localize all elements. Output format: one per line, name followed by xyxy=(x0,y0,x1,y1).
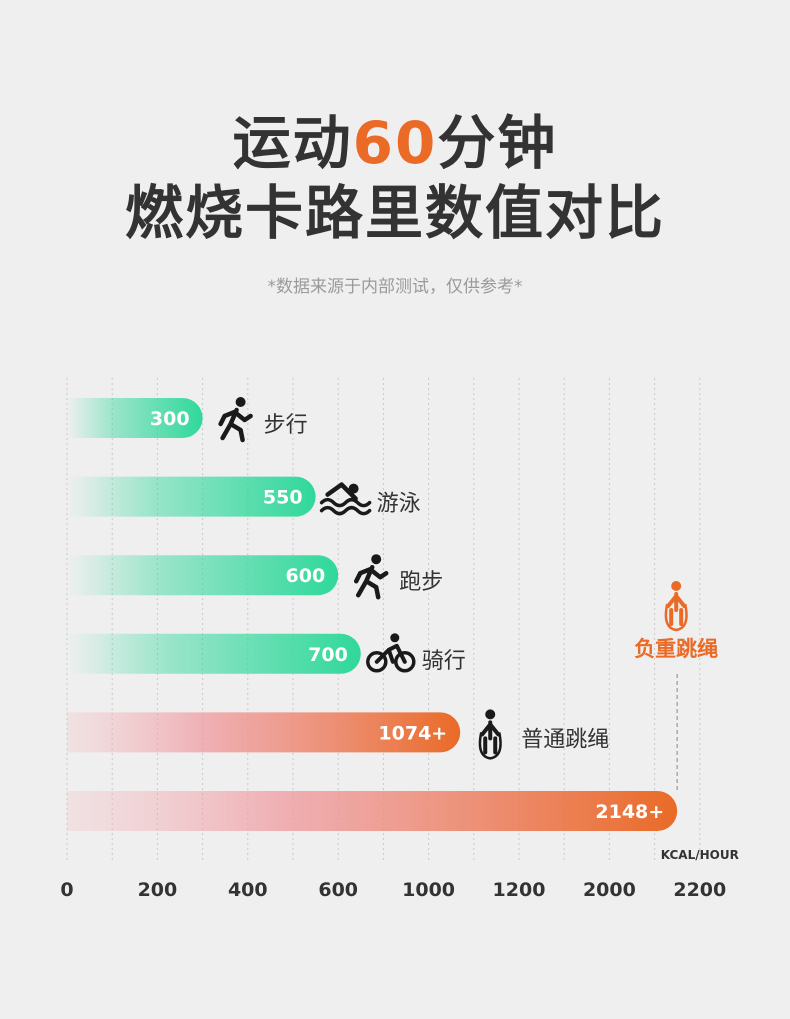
walking-icon xyxy=(218,397,253,443)
x-tick-label: 1000 xyxy=(402,879,455,901)
icon-frame xyxy=(374,643,407,664)
icon-rope xyxy=(664,603,688,632)
bar xyxy=(67,791,678,831)
unit-label: KCAL/HOUR xyxy=(661,848,739,862)
swimming-icon xyxy=(319,482,372,516)
running-icon xyxy=(353,554,389,600)
title-highlight-60: 60 xyxy=(352,109,438,177)
icon-wave xyxy=(319,505,372,516)
page-title-line2: 燃烧卡路里数值对比 xyxy=(124,179,665,247)
page-title-line1: 运动60分钟 xyxy=(0,108,790,178)
icon-body xyxy=(480,720,501,755)
title-part-exercise: 运动 xyxy=(232,109,353,177)
icon-wheel xyxy=(394,651,416,673)
bar xyxy=(67,712,461,753)
bar-category-label: 步行 xyxy=(264,413,308,438)
calorie-bar-chart: 300 步行 550 游泳 600 跑步 700 骑行 1074+ 普通跳绳 2148+ 0 200 4… xyxy=(60,378,739,901)
bar-category-label: 跑步 xyxy=(399,570,443,595)
bar-value-label: 2148+ xyxy=(595,801,664,823)
icon-arm xyxy=(325,482,358,501)
x-tick-label: 400 xyxy=(228,879,268,901)
bar-value-label: 600 xyxy=(286,565,326,587)
x-tick-label: 1200 xyxy=(493,879,546,901)
bar xyxy=(67,398,203,438)
x-tick-label: 200 xyxy=(138,879,178,901)
bar xyxy=(67,555,339,596)
bar-category-label: 游泳 xyxy=(377,492,421,517)
page-subtitle: *数据来源于内部测试，仅供参考* xyxy=(267,277,523,297)
jump-rope-person-icon xyxy=(664,581,688,632)
icon-head xyxy=(371,554,382,565)
icon-body xyxy=(218,407,253,443)
icon-rope xyxy=(478,732,502,760)
bar-group: 1074+ 普通跳绳 xyxy=(67,709,609,760)
bar xyxy=(67,633,361,674)
x-tick-label: 0 xyxy=(60,879,73,901)
bar-group: 300 步行 xyxy=(67,397,308,443)
icon-head xyxy=(390,633,400,643)
icon-head xyxy=(235,397,246,407)
bar-value-label: 550 xyxy=(263,487,303,509)
icon-wheel xyxy=(366,651,388,673)
bar-category-label: 骑行 xyxy=(422,649,466,674)
bar-group: 550 游泳 xyxy=(67,476,421,517)
bar-group: 600 跑步 xyxy=(67,554,443,600)
icon-head xyxy=(485,709,496,720)
bar-value-label: 1074+ xyxy=(378,722,447,744)
bar xyxy=(67,476,316,517)
bar-value-label: 700 xyxy=(308,644,348,666)
bar-group: 2148+ xyxy=(67,791,678,831)
icon-wave xyxy=(319,497,372,508)
bar-group: 700 骑行 xyxy=(67,633,466,674)
icon-body xyxy=(353,564,389,600)
jump-rope-icon xyxy=(478,709,502,760)
bar-value-label: 300 xyxy=(150,408,190,430)
cycling-icon xyxy=(366,633,416,673)
x-tick-label: 600 xyxy=(318,879,358,901)
bar-category-label: 普通跳绳 xyxy=(521,727,609,752)
icon-body xyxy=(666,592,687,626)
x-tick-label: 2200 xyxy=(673,879,726,901)
title-part-minutes: 分钟 xyxy=(437,109,558,177)
icon-head xyxy=(671,581,682,591)
x-tick-label: 2000 xyxy=(583,879,636,901)
callout-label: 负重跳绳 xyxy=(634,637,718,661)
